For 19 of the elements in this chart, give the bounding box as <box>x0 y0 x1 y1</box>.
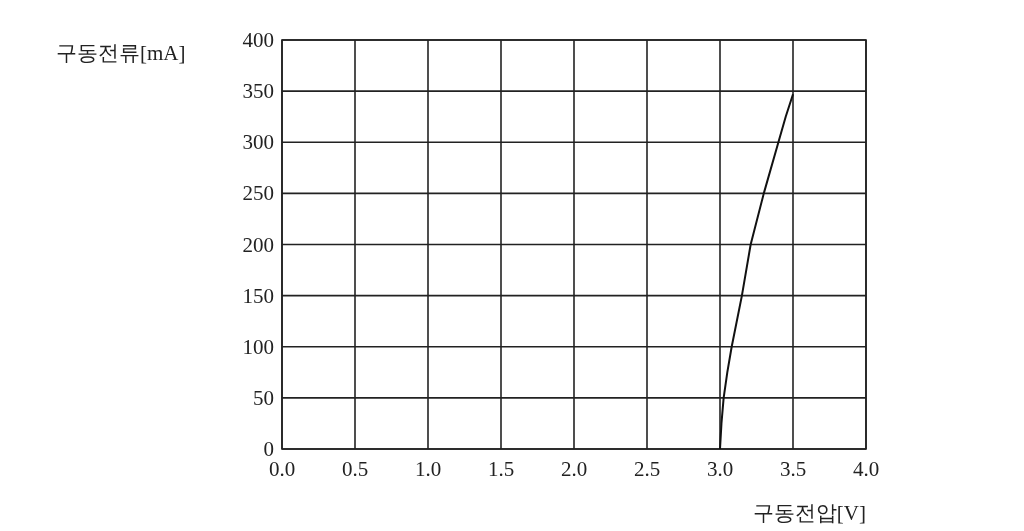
x-tick-label: 3.0 <box>706 457 734 481</box>
x-tick-label: 3.5 <box>779 457 807 481</box>
y-tick-label: 400 <box>242 28 274 52</box>
y-tick-label: 50 <box>253 385 274 410</box>
line-series <box>719 93 794 450</box>
x-tick-label: 1.0 <box>414 457 442 481</box>
x-tick-label: 0.5 <box>341 457 369 481</box>
y-tick-label: 100 <box>242 334 274 359</box>
y-tick-label: 200 <box>242 232 274 257</box>
x-tick-label: 1.5 <box>487 457 515 481</box>
y-axis-title: 구동전류[mA] <box>56 41 186 65</box>
y-tick-label: 300 <box>242 130 274 155</box>
x-axis-title: 구동전압[V] <box>752 501 866 525</box>
x-tick-label: 4.0 <box>852 457 880 481</box>
x-tick-label: 2.0 <box>560 457 588 481</box>
x-tick-label: 2.5 <box>633 457 661 481</box>
y-tick-label: 150 <box>242 283 274 308</box>
y-tick-label: 350 <box>242 79 274 104</box>
y-tick-label: 250 <box>242 181 274 206</box>
